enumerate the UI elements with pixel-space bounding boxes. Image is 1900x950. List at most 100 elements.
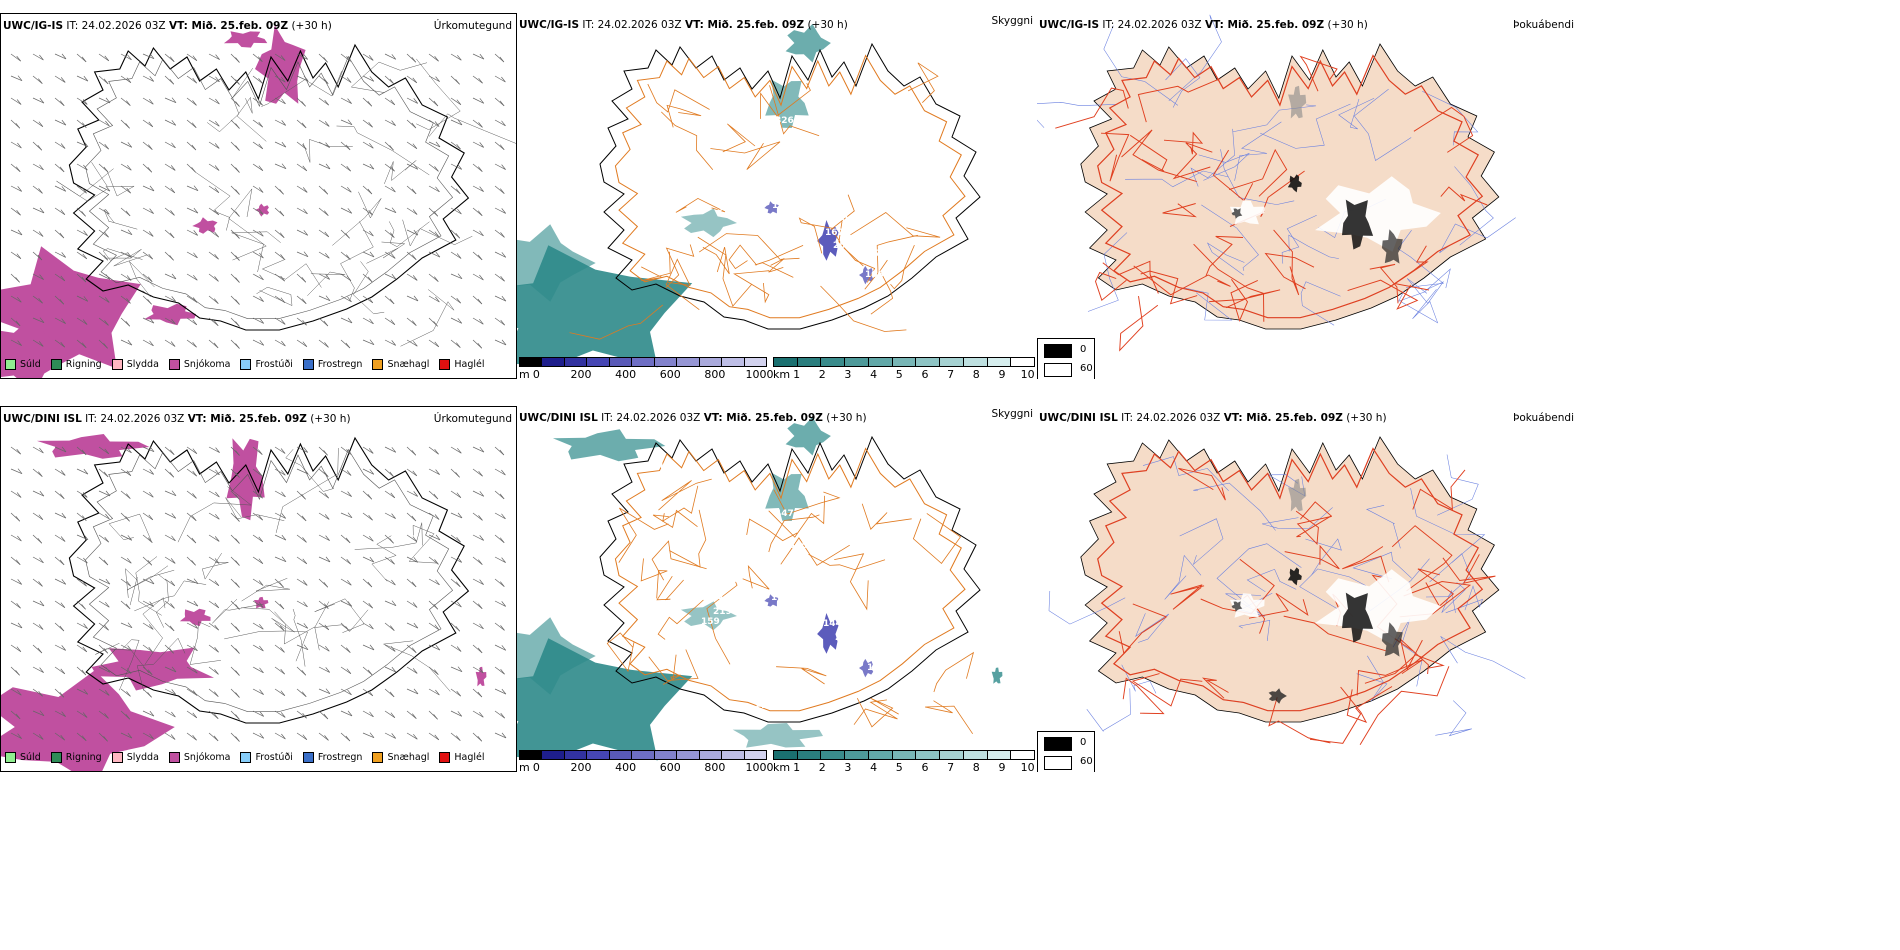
road-network: [85, 447, 454, 712]
low-visibility-area: [517, 224, 596, 302]
legend-label: Haglél: [454, 359, 485, 370]
fog-legend-swatch: [1044, 737, 1072, 751]
coastline: [68, 43, 470, 331]
ceiling-peak-label: 315: [829, 607, 848, 617]
legend-label: Slydda: [126, 359, 159, 370]
legend-item: Rigning: [50, 752, 102, 763]
legend-label: Snæhagl: [387, 752, 430, 763]
colorbar-tick: 7: [947, 761, 955, 772]
colorbar-tick: 800: [704, 761, 726, 772]
colorbar-tick: 1000: [745, 761, 774, 772]
legend-item: Frostúði: [240, 359, 293, 370]
snow-area: [179, 608, 211, 627]
wind-barbs: [10, 53, 507, 349]
road-network: [606, 447, 975, 735]
legend-swatch: [5, 359, 16, 370]
colorbar-tick: 1000: [745, 368, 774, 379]
fog-index-area: [1288, 478, 1307, 512]
road-network: [56, 55, 516, 347]
legend-label: Snæhagl: [387, 359, 430, 370]
ceiling-peak-label: 320: [729, 204, 748, 214]
legend-item: Haglél: [439, 752, 485, 763]
colorbar-tick: 1: [793, 368, 801, 379]
visibility-colorbar: km 1 2 3 4 5 6 7 8 9 10: [773, 750, 1035, 772]
colorbar-tick: 0: [532, 761, 540, 772]
legend-item: Frostregn: [302, 752, 363, 763]
legend-swatch: [302, 752, 314, 763]
fog-panel-row2: UWC/DINI ISL IT: 24.02.2026 03Z VT: Mið.…: [1037, 406, 1900, 772]
panel-title: UWC/IG-IS IT: 24.02.2026 03Z VT: Mið. 25…: [3, 20, 332, 32]
legend-swatch: [372, 752, 384, 763]
low-visibility-area: [785, 23, 831, 63]
visibility-colorbar: km 1 2 3 4 5 6 7 8 9 10: [773, 357, 1035, 379]
ceiling-peak-label: 155: [743, 705, 762, 715]
snow-area: [475, 666, 487, 687]
panel-name: Úrkomutegund: [433, 20, 512, 32]
precip-legend: Súld Rigning Slydda Snjókoma Frostúði Frostre…: [5, 359, 485, 370]
glacier-area: [1229, 200, 1265, 225]
fog-map-row2: [1048, 436, 1526, 745]
panel-name: Þokuábendi: [1513, 412, 1574, 424]
panel-title: UWC/DINI ISL IT: 24.02.2026 03Z VT: Mið.…: [519, 412, 867, 424]
low-visibility-area: [765, 79, 809, 128]
colorbar-tick: 600: [659, 368, 681, 379]
snow-area: [255, 25, 306, 104]
legend-swatch: [168, 359, 180, 370]
ceiling-peak-label: 285: [835, 633, 854, 643]
colorbar-tick: 3: [844, 761, 852, 772]
colorbar-tick: 10: [1020, 368, 1035, 379]
precip-legend: Súld Rigning Slydda Snjókoma Frostúði Frostre…: [5, 752, 485, 763]
fog-legend-label: 60: [1080, 756, 1093, 767]
colorbar-strip: [773, 750, 1035, 760]
ceiling-peak-label: 340: [817, 597, 836, 607]
colorbar-tick: 0: [532, 368, 540, 379]
ceiling-peak-label: 106: [865, 270, 884, 280]
fog-legend-label: 0: [1080, 737, 1087, 748]
colorbar-tick: 8: [972, 761, 980, 772]
ceiling-peak-label: 219: [713, 607, 732, 617]
precip-map-row2: [1, 434, 507, 771]
legend-swatch: [50, 752, 62, 763]
colorbar-tick: 1: [793, 761, 801, 772]
legend-swatch: [168, 752, 180, 763]
ceiling-peak-label: 189: [867, 663, 886, 673]
snow-area: [91, 647, 214, 691]
colorbar-unit: km: [773, 368, 791, 379]
snow-area: [1, 670, 175, 771]
legend-item: Snæhagl: [372, 752, 429, 763]
low-visibility-area: [991, 667, 1003, 684]
legend-swatch: [50, 359, 62, 370]
fog-map-row1: [1037, 14, 1516, 352]
coastline: [68, 436, 470, 724]
colorbar-tick: 800: [704, 368, 726, 379]
fog-legend: 0 60: [1037, 338, 1095, 379]
fog-index-area: [1342, 199, 1374, 250]
legend-label: Frostregn: [317, 752, 363, 763]
snow-area: [144, 303, 197, 326]
snow-area: [226, 438, 265, 521]
legend-label: Slydda: [126, 752, 159, 763]
low-cloud-area: [817, 613, 839, 654]
legend-item: Snæhagl: [372, 359, 429, 370]
wind-barbs: [10, 446, 507, 742]
fog-panel-row1: UWC/IG-IS IT: 24.02.2026 03Z VT: Mið. 25…: [1037, 13, 1900, 379]
legend-label: Frostúði: [255, 752, 293, 763]
snow-area: [223, 31, 268, 48]
low-cloud-area: [764, 201, 779, 214]
legend-item: Slydda: [111, 752, 159, 763]
ceiling-peak-label: 132: [772, 201, 791, 211]
colorbar-unit: m: [519, 368, 530, 379]
colorbar-unit: km: [773, 761, 791, 772]
legend-item: Súld: [5, 359, 41, 370]
colorbar-tick: 8: [972, 368, 980, 379]
colorbar-tick: 10: [1020, 761, 1035, 772]
ceiling-peak-label: 257: [862, 249, 881, 259]
colorbar-strip: [519, 357, 767, 367]
ceiling-peak-label: 120: [829, 214, 848, 224]
fog-index-area: [1381, 229, 1403, 264]
coastline: [599, 42, 981, 330]
colorbar-strip: [519, 750, 767, 760]
fog-index-area: [1287, 174, 1302, 193]
